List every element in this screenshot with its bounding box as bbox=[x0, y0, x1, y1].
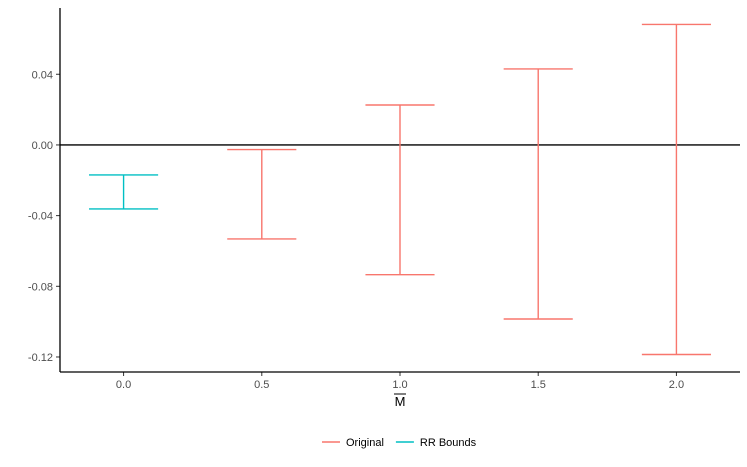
legend: Original RR Bounds bbox=[322, 437, 477, 449]
error-bar-rr-bounds bbox=[89, 174, 159, 210]
y-tick-label: 0.00 bbox=[32, 140, 53, 152]
error-bar-original bbox=[365, 104, 435, 276]
error-bar-original bbox=[503, 68, 573, 320]
y-tick-label: -0.12 bbox=[28, 352, 53, 364]
legend-label: Original bbox=[346, 437, 384, 449]
x-tick-label: 1.0 bbox=[392, 379, 407, 391]
y-tick-label: -0.04 bbox=[28, 211, 53, 223]
legend-item-original: Original bbox=[322, 437, 384, 449]
x-tick-label: 0.5 bbox=[254, 379, 269, 391]
y-axis-ticks: -0.12 -0.08 -0.04 0.00 0.04 bbox=[28, 69, 60, 364]
error-bar-original bbox=[227, 148, 297, 240]
y-tick-label: -0.08 bbox=[28, 281, 53, 293]
legend-label: RR Bounds bbox=[420, 437, 477, 449]
x-tick-label: 1.5 bbox=[531, 379, 546, 391]
error-bars bbox=[89, 23, 711, 356]
y-tick-label: 0.04 bbox=[32, 69, 53, 81]
x-axis-title: M bbox=[395, 394, 406, 409]
x-tick-label: 0.0 bbox=[116, 379, 131, 391]
x-axis-ticks: 0.0 0.5 1.0 1.5 2.0 bbox=[116, 372, 684, 391]
error-bar-original bbox=[641, 23, 711, 356]
x-tick-label: 2.0 bbox=[669, 379, 684, 391]
legend-item-rr-bounds: RR Bounds bbox=[395, 437, 477, 449]
